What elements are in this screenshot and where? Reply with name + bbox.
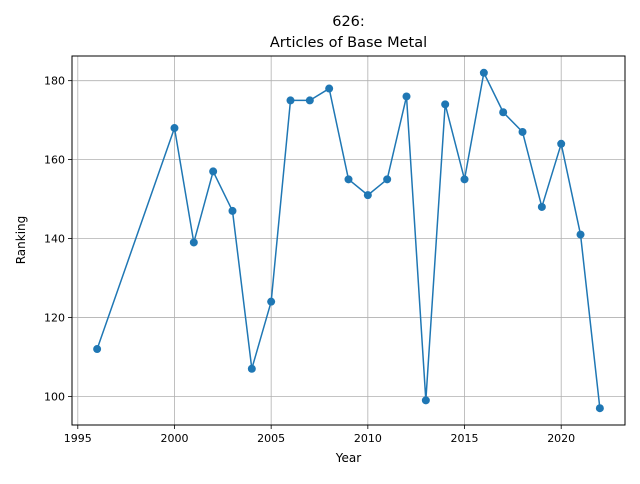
x-tick-label: 1995 bbox=[64, 432, 92, 445]
data-point bbox=[189, 238, 198, 247]
grid-lines bbox=[72, 56, 625, 425]
data-point bbox=[441, 100, 450, 109]
y-tick-label: 120 bbox=[44, 311, 65, 324]
data-point bbox=[209, 167, 218, 176]
data-point bbox=[325, 84, 334, 93]
data-point bbox=[383, 175, 392, 184]
data-point bbox=[499, 108, 508, 117]
data-point bbox=[247, 364, 256, 373]
data-point bbox=[228, 206, 237, 215]
x-tick-label: 2015 bbox=[451, 432, 479, 445]
x-axis-label: Year bbox=[335, 451, 361, 465]
series-line bbox=[96, 72, 601, 409]
data-point bbox=[402, 92, 411, 101]
data-point bbox=[595, 404, 604, 413]
data-point bbox=[267, 297, 276, 306]
x-tick-label: 2000 bbox=[160, 432, 188, 445]
y-axis-label: Ranking bbox=[14, 216, 28, 265]
axis-ticks: 1995 2000 2005 2010 2015 2020 100 120 140 160 180 bbox=[44, 75, 575, 445]
data-point bbox=[518, 127, 527, 136]
chart-title-line1: 626: bbox=[332, 14, 365, 30]
data-point bbox=[305, 96, 314, 105]
plot-frame bbox=[71, 55, 626, 426]
data-point bbox=[537, 202, 546, 211]
data-series bbox=[93, 68, 604, 413]
data-point bbox=[170, 124, 179, 133]
chart-title-line2: Articles of Base Metal bbox=[270, 35, 427, 51]
data-point bbox=[421, 396, 430, 405]
data-point bbox=[363, 191, 372, 200]
data-point bbox=[93, 345, 102, 354]
data-point bbox=[460, 175, 469, 184]
data-point bbox=[557, 139, 566, 148]
y-tick-label: 180 bbox=[44, 75, 65, 88]
data-point bbox=[479, 68, 488, 77]
x-tick-label: 2010 bbox=[354, 432, 382, 445]
y-tick-label: 100 bbox=[44, 390, 65, 403]
data-point bbox=[576, 230, 585, 239]
data-point bbox=[344, 175, 353, 184]
x-tick-label: 2020 bbox=[547, 432, 575, 445]
y-tick-label: 160 bbox=[44, 154, 65, 167]
data-point bbox=[286, 96, 295, 105]
x-tick-label: 2005 bbox=[257, 432, 285, 445]
y-tick-label: 140 bbox=[44, 233, 65, 246]
